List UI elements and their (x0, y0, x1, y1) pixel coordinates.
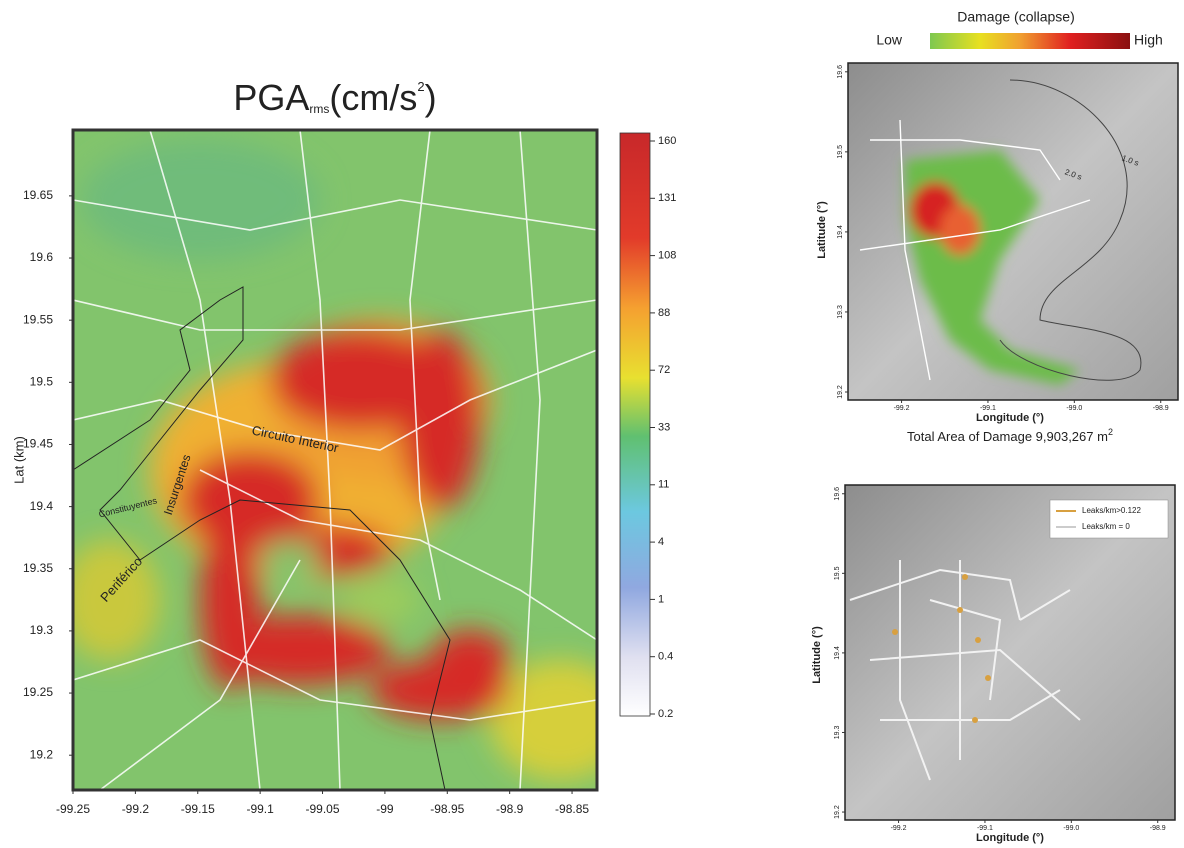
legend-bar (930, 33, 1130, 49)
x-tick-label: -98.85 (555, 802, 589, 816)
y-tick-label: 19.4 (837, 225, 844, 239)
y-axis-label: Latitude (°) (816, 201, 828, 259)
colorbar-tick-label: 72 (658, 364, 670, 376)
y-tick-label: 19.35 (23, 561, 53, 575)
x-tick-label: -99.25 (56, 802, 90, 816)
colorbar-tick-label: 88 (658, 307, 670, 319)
colorbar-tick-label: 1 (658, 593, 664, 605)
x-tick-label: -98.95 (430, 802, 464, 816)
x-tick-label: -98.9 (1150, 825, 1166, 832)
y-tick-label: 19.6 (30, 250, 54, 264)
x-tick-label: -98.9 (496, 802, 524, 816)
caption-text: Total Area of Damage 9,903,267 m (907, 429, 1108, 444)
y-axis-label: Latitude (°) (811, 626, 823, 684)
colorbar-tick-label: 4 (658, 536, 664, 548)
legend-entry: Leaks/km = 0 (1082, 522, 1130, 531)
pga-map: PGArms(cm/s2) (11, 77, 650, 790)
x-tick-label: -99.2 (894, 405, 910, 412)
title-subscript: rms (309, 102, 329, 116)
y-tick-label: 19.5 (837, 145, 844, 159)
colorbar (620, 133, 650, 716)
y-tick-label: 19.2 (30, 747, 54, 761)
x-axis-label: Longitude (°) (976, 832, 1044, 844)
legend-high: High (1134, 32, 1163, 48)
heatmap (60, 130, 630, 790)
y-tick-label: 19.2 (834, 805, 841, 819)
y-tick-label: 19.55 (23, 312, 53, 326)
colorbar-tick-label: 131 (658, 192, 676, 204)
y-tick-label: 19.45 (23, 437, 53, 451)
map-title: PGArms(cm/s2) (233, 77, 436, 118)
y-tick-label: 19.3 (834, 726, 841, 740)
y-tick-label: 19.4 (30, 499, 54, 513)
x-axis-label: Longitude (°) (976, 412, 1044, 424)
title-base: PGA (233, 77, 309, 118)
x-tick-label: -99.15 (181, 802, 215, 816)
title-superscript: 2 (417, 79, 424, 94)
x-tick-label: -99.2 (122, 802, 150, 816)
y-tick-label: 19.3 (837, 305, 844, 319)
x-tick-label: -99 (376, 802, 394, 816)
y-tick-label: 19.6 (837, 65, 844, 79)
legend-entry: Leaks/km>0.122 (1082, 506, 1141, 515)
x-tick-label: -99.1 (246, 802, 274, 816)
title-unit: (cm/s (329, 77, 417, 118)
y-tick-label: 19.5 (834, 566, 841, 580)
title-close: ) (425, 77, 437, 118)
legend-low: Low (876, 32, 903, 48)
caption-superscript: 2 (1108, 427, 1113, 437)
x-tick-label: -99.1 (977, 825, 993, 832)
colorbar-tick-label: 108 (658, 250, 676, 262)
x-tick-label: -99.1 (980, 405, 996, 412)
leaks-map: Leaks/km>0.122 Leaks/km = 0 Longitude (°… (811, 485, 1175, 844)
figure: PGArms(cm/s2) (0, 0, 1184, 848)
x-tick-label: -98.9 (1153, 405, 1169, 412)
y-tick-label: 19.5 (30, 374, 54, 388)
y-tick-label: 19.25 (23, 685, 53, 699)
y-tick-label: 19.2 (837, 385, 844, 399)
y-tick-label: 19.65 (23, 188, 53, 202)
x-tick-label: -99.2 (891, 825, 907, 832)
colorbar-tick-label: 160 (658, 135, 676, 147)
x-tick-label: -99.0 (1063, 825, 1079, 832)
colorbar-tick-label: 0.2 (658, 708, 673, 720)
colorbar-tick-label: 11 (658, 479, 669, 491)
x-tick-label: -99.0 (1066, 405, 1082, 412)
y-tick-label: 19.4 (834, 646, 841, 660)
colorbar-tick-label: 33 (658, 421, 670, 433)
caption: Total Area of Damage 9,903,267 m2 (907, 427, 1113, 444)
y-tick-label: 19.3 (30, 623, 54, 637)
y-tick-label: 19.6 (834, 487, 841, 501)
x-tick-label: -99.05 (306, 802, 340, 816)
colorbar-tick-label: 0.4 (658, 651, 673, 663)
damage-map: Damage (collapse) Low High 1.0 s 2.0 s L… (816, 9, 1178, 445)
legend-title: Damage (collapse) (957, 9, 1075, 25)
